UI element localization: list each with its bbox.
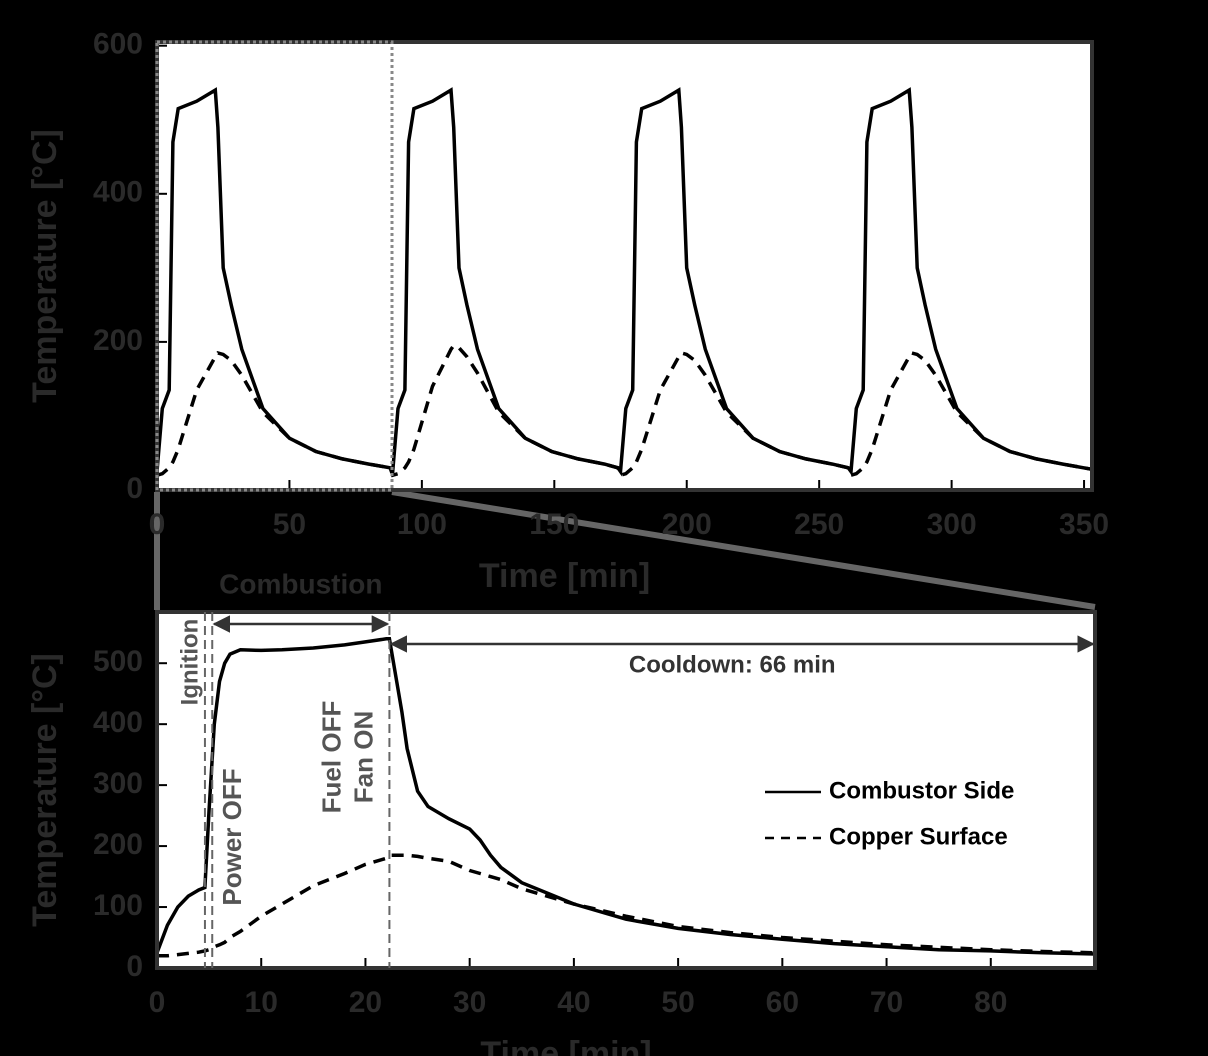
x-axis-label: Time [min]: [480, 1035, 651, 1056]
x-tick-label: 50: [661, 986, 694, 1019]
series-line: [156, 343, 1093, 478]
y-tick-label: 500: [93, 645, 143, 678]
x-tick-label: 100: [397, 508, 447, 541]
x-tick-label: 150: [529, 508, 579, 541]
x-tick-label: 30: [453, 986, 486, 1019]
y-tick-label: 200: [93, 828, 143, 861]
y-tick-label: 0: [126, 472, 143, 505]
y-axis-label: Temperature [°C]: [26, 129, 64, 403]
zoom-spacer: [157, 490, 1095, 612]
y-tick-label: 200: [93, 324, 143, 357]
series-line: [155, 87, 1093, 477]
fan-on-label: Fan ON: [348, 711, 378, 803]
x-tick-label: 300: [927, 508, 977, 541]
series-line: [157, 853, 1096, 958]
combustion-label: Combustion: [219, 568, 382, 599]
plot-area: [157, 612, 1095, 968]
power-off-label: Power OFF: [217, 768, 247, 905]
x-tick-label: 40: [557, 986, 590, 1019]
x-tick-label: 50: [273, 508, 306, 541]
x-tick-label: 70: [870, 986, 903, 1019]
x-tick-label: 0: [149, 508, 166, 541]
legend-label: Copper Surface: [829, 823, 1008, 850]
y-axis-label: Temperature [°C]: [26, 653, 64, 927]
y-tick-label: 600: [93, 28, 143, 61]
y-tick-label: 400: [93, 176, 143, 209]
y-tick-label: 400: [93, 706, 143, 739]
x-tick-label: 20: [349, 986, 382, 1019]
x-tick-label: 60: [766, 986, 799, 1019]
zoom-connector: [391, 489, 1096, 610]
y-tick-label: 0: [126, 950, 143, 983]
x-tick-label: 200: [662, 508, 712, 541]
zoom-box: [155, 40, 394, 492]
plot-frame: [155, 610, 1097, 970]
fuel-off-label: Fuel OFF: [316, 701, 346, 814]
x-tick-label: 0: [149, 986, 166, 1019]
x-tick-label: 350: [1059, 508, 1109, 541]
y-tick-label: 100: [93, 889, 143, 922]
x-tick-label: 10: [245, 986, 278, 1019]
legend-label: Combustor Side: [829, 777, 1014, 804]
cooldown-label: Cooldown: 66 min: [629, 651, 836, 678]
x-tick-label: 250: [794, 508, 844, 541]
x-tick-label: 80: [974, 986, 1007, 1019]
y-tick-label: 300: [93, 767, 143, 800]
ignition-label: Ignition: [176, 619, 203, 706]
x-axis-label: Time [min]: [479, 557, 650, 595]
